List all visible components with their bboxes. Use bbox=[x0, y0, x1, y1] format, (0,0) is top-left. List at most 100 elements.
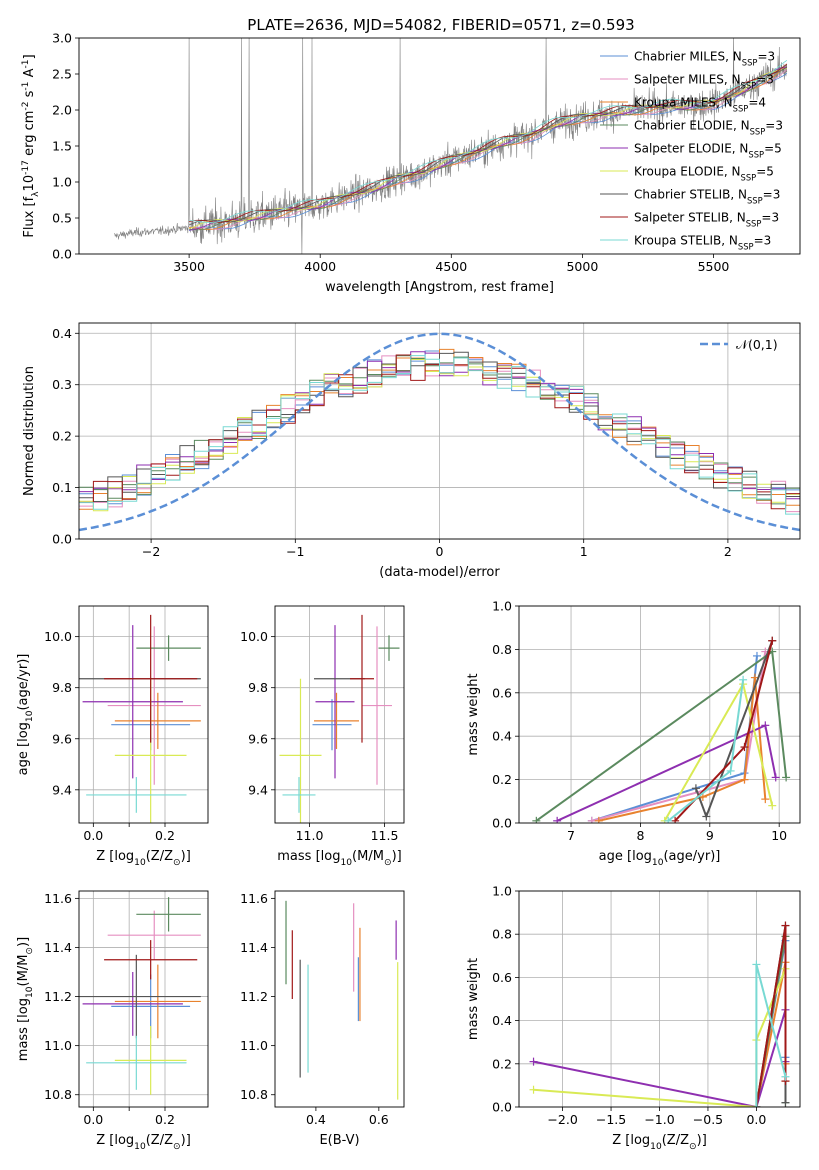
weight-marker bbox=[761, 721, 770, 730]
errorbar-salpeter-stelib bbox=[104, 940, 198, 980]
legend-label: Chabrier MILES, NSSP=3 bbox=[634, 50, 775, 68]
y-tick-label: 11.4 bbox=[240, 940, 268, 955]
y-tick-label: 11.0 bbox=[44, 1038, 72, 1053]
weight-marker bbox=[529, 1085, 538, 1094]
y-tick-label: 11.6 bbox=[240, 891, 268, 906]
weight-marker bbox=[726, 766, 735, 775]
y-axis-label: mass weight bbox=[466, 673, 481, 755]
y-tick-label: 9.8 bbox=[248, 680, 268, 695]
legend-label: Kroupa ELODIE, NSSP=5 bbox=[634, 165, 774, 183]
errorbar-kroupa-elodie bbox=[279, 678, 322, 823]
x-tick-label: 0.2 bbox=[155, 1112, 175, 1127]
y-tick-label: 0.3 bbox=[52, 377, 72, 392]
errorbar-salpeter-elodie bbox=[82, 972, 183, 1036]
weight-marker bbox=[781, 921, 790, 930]
y-tick-label: 0.4 bbox=[52, 326, 72, 341]
legend-label: Kroupa STELIB, NSSP=3 bbox=[634, 234, 771, 252]
x-tick-label: −2.0 bbox=[547, 1112, 577, 1127]
y-tick-label: 2.5 bbox=[52, 67, 72, 82]
plot-content bbox=[532, 636, 791, 823]
y-tick-label: 1.0 bbox=[52, 175, 72, 190]
y-axis-label: age [log10(age/yr)] bbox=[16, 654, 35, 776]
x-axis-label: Z [log10(Z/Z⊙)] bbox=[612, 1133, 707, 1152]
errorbar-chabrier-elodie bbox=[378, 635, 400, 661]
y-tick-label: 10.8 bbox=[240, 1087, 268, 1102]
errorbar-kroupa-miles bbox=[114, 964, 201, 1039]
y-tick-label: 0.4 bbox=[492, 1013, 512, 1028]
weight-marker bbox=[768, 801, 777, 810]
y-tick-label: 2.0 bbox=[52, 103, 72, 118]
x-tick-label: 0.4 bbox=[306, 1112, 326, 1127]
x-axis-label: Z [log10(Z/Z⊙)] bbox=[96, 1133, 191, 1152]
x-tick-label: 0.0 bbox=[83, 828, 103, 843]
histogram-kroupa-stelib bbox=[79, 355, 800, 515]
y-tick-label: 9.8 bbox=[52, 680, 72, 695]
weight-marker bbox=[702, 812, 711, 821]
figure-title: PLATE=2636, MJD=54082, FIBERID=0571, z=0… bbox=[247, 16, 634, 34]
y-tick-label: 0.8 bbox=[492, 642, 512, 657]
y-axis-label: mass weight bbox=[466, 958, 481, 1040]
y-tick-label: 0.0 bbox=[492, 816, 512, 831]
weight-marker bbox=[752, 651, 761, 660]
x-tick-label: 0 bbox=[436, 544, 444, 559]
spectrum-legend: Chabrier MILES, NSSP=3 Salpeter MILES, NS… bbox=[600, 50, 783, 252]
y-tick-label: 0.1 bbox=[52, 480, 72, 495]
errorbar-salpeter-stelib bbox=[350, 614, 374, 743]
legend-label: Salpeter ELODIE, NSSP=5 bbox=[634, 142, 782, 160]
histogram-chabrier-stelib bbox=[79, 351, 800, 502]
y-tick-label: 9.6 bbox=[248, 731, 268, 746]
y-tick-label: 0.5 bbox=[52, 211, 72, 226]
plot-age_weight: 7 8 9 10 0.0 0.2 0.4 0.6 0.8 1.0 age [log10(age/yr… bbox=[466, 599, 801, 868]
plot-Z_mass: 0.0 0.2 10.8 11.0 11.2 11.4 11.6 Z [log10(Z/Z⊙)… bbox=[16, 890, 209, 1152]
plot-residuals: −2 −1 0 1 2 0.0 0.1 0.2 0.3 0.4 (data-model)/error… bbox=[22, 322, 801, 580]
weight-line-salpeter-stelib bbox=[755, 925, 787, 1107]
y-tick-label: 0.2 bbox=[492, 772, 512, 787]
weight-marker bbox=[671, 816, 680, 823]
x-tick-label: 0.0 bbox=[746, 1112, 766, 1127]
x-tick-label: −1.0 bbox=[644, 1112, 674, 1127]
axes-frame bbox=[518, 605, 801, 824]
y-tick-label: 0.0 bbox=[52, 247, 72, 262]
x-tick-label: −1.5 bbox=[596, 1112, 626, 1127]
plot-ebv_mass: 0.4 0.6 10.8 11.0 11.2 11.4 11.6 E(B-V) bbox=[240, 890, 405, 1148]
y-tick-label: 0.0 bbox=[52, 532, 72, 547]
y-axis-label: Flux [fλ10-17 erg cm-2 s-1 A-1] bbox=[21, 54, 41, 237]
y-tick-label: 11.0 bbox=[240, 1038, 268, 1053]
plot-content bbox=[79, 897, 201, 1095]
x-axis-label: (data-model)/error bbox=[379, 565, 500, 580]
weight-marker bbox=[771, 773, 780, 782]
x-tick-label: 0.6 bbox=[369, 1112, 389, 1127]
x-tick-label: 7 bbox=[567, 828, 575, 843]
weight-marker bbox=[740, 775, 749, 784]
errorbar-chabrier-stelib bbox=[79, 954, 201, 1039]
spectrum-data-line bbox=[114, 38, 788, 254]
x-tick-label: 10 bbox=[771, 828, 787, 843]
weight-marker bbox=[752, 960, 761, 969]
axes-frame bbox=[78, 605, 209, 824]
legend-label: Chabrier ELODIE, NSSP=3 bbox=[634, 119, 783, 137]
x-tick-label: 4500 bbox=[435, 259, 467, 274]
errorbar-kroupa-stelib bbox=[86, 1035, 187, 1090]
x-tick-label: −1 bbox=[286, 544, 304, 559]
y-tick-label: 0.6 bbox=[492, 685, 512, 700]
x-tick-label: 2 bbox=[724, 544, 732, 559]
weight-marker bbox=[752, 1103, 761, 1107]
errorbar-kroupa-stelib bbox=[282, 777, 316, 813]
plot-Z_age: 0.0 0.2 9.4 9.6 9.8 10.0 Z [log10(Z/Z⊙)] age [l… bbox=[16, 605, 209, 868]
weight-marker bbox=[532, 816, 541, 823]
y-tick-label: 0.0 bbox=[492, 1100, 512, 1115]
errorbar-kroupa-elodie bbox=[114, 1026, 187, 1095]
x-tick-label: 0.2 bbox=[155, 828, 175, 843]
weight-marker bbox=[664, 816, 673, 823]
errorbar-salpeter-miles bbox=[107, 910, 201, 960]
errorbar-salpeter-miles bbox=[107, 626, 201, 785]
y-tick-label: 10.8 bbox=[44, 1087, 72, 1102]
plot-content bbox=[529, 921, 790, 1107]
y-axis-label: Normed distribution bbox=[22, 366, 37, 496]
x-tick-label: 3500 bbox=[173, 259, 205, 274]
weight-marker bbox=[782, 773, 791, 782]
plot-content bbox=[114, 38, 788, 254]
axes-frame bbox=[274, 605, 405, 824]
x-tick-label: 5500 bbox=[698, 259, 730, 274]
